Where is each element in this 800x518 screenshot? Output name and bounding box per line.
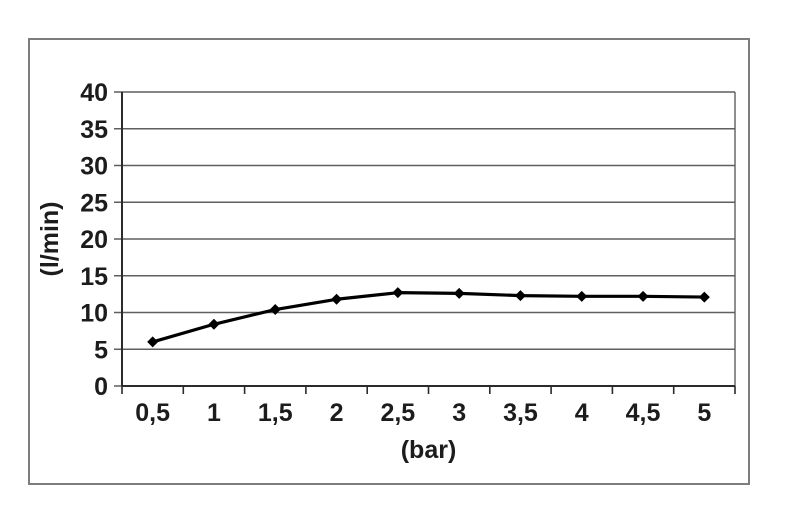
- y-axis-title: (l/min): [36, 202, 64, 277]
- x-tick-label-4: 2,5: [380, 399, 415, 427]
- x-tick-label-5: 3: [452, 399, 466, 427]
- data-point-marker-flow-rate-1: [208, 318, 220, 330]
- y-tick-label-40: 40: [80, 79, 108, 107]
- x-tick-label-3: 2: [330, 399, 344, 427]
- x-tick-label-6: 3,5: [503, 399, 538, 427]
- y-tick-label-35: 35: [80, 116, 108, 144]
- x-tick-label-1: 1: [207, 399, 221, 427]
- x-tick-label-7: 4: [575, 399, 589, 427]
- chart-frame: 0 5 10 15 20 25 30 35 40 0,5 1 1,5 2 2,5 3 3,5 4 4,5 5 (bar…: [28, 38, 750, 485]
- y-tick-label-20: 20: [80, 226, 108, 254]
- data-point-marker-flow-rate-0: [147, 336, 159, 348]
- y-tick-label-15: 15: [80, 263, 108, 291]
- y-tick-label-5: 5: [94, 336, 108, 364]
- y-tick-label-10: 10: [80, 300, 108, 328]
- data-point-marker-flow-rate-5: [453, 287, 465, 299]
- line-chart: 0 5 10 15 20 25 30 35 40 0,5 1 1,5 2 2,5 3 3,5 4 4,5 5 (bar…: [36, 79, 736, 464]
- data-point-marker-flow-rate-8: [637, 290, 649, 302]
- x-tick-label-9: 5: [697, 399, 711, 427]
- y-tick-label-25: 25: [80, 189, 108, 217]
- x-axis-title: (bar): [401, 436, 457, 464]
- data-point-marker-flow-rate-9: [698, 291, 710, 303]
- data-point-marker-flow-rate-6: [514, 290, 526, 302]
- data-point-marker-flow-rate-7: [576, 290, 588, 302]
- x-tick-label-0: 0,5: [135, 399, 170, 427]
- x-tick-label-8: 4,5: [626, 399, 661, 427]
- x-tick-label-2: 1,5: [258, 399, 293, 427]
- data-point-marker-flow-rate-3: [331, 293, 343, 305]
- data-point-marker-flow-rate-2: [269, 304, 281, 316]
- y-tick-label-30: 30: [80, 153, 108, 181]
- y-tick-label-0: 0: [94, 373, 108, 401]
- data-point-marker-flow-rate-4: [392, 287, 404, 299]
- data-line-flow-rate: [152, 291, 705, 344]
